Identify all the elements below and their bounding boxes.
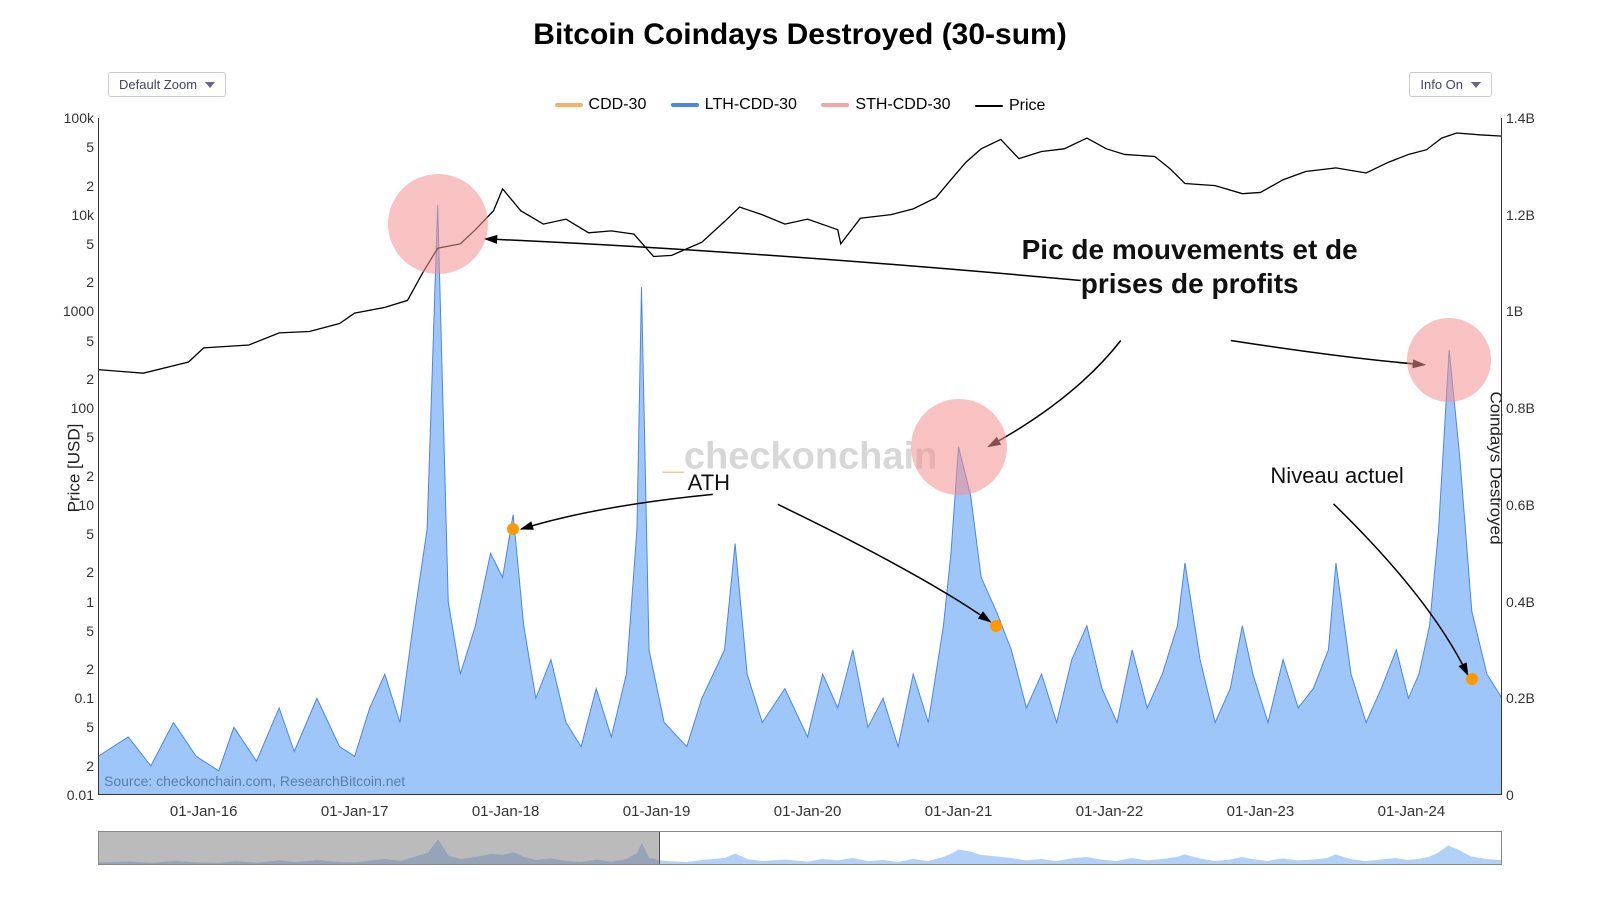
x-axis-line (98, 794, 1502, 795)
chevron-down-icon (1471, 82, 1481, 88)
x-axis: 01-Jan-1601-Jan-1701-Jan-1801-Jan-1901-J… (98, 803, 1502, 825)
annotation-main: Pic de mouvements et de prises de profit… (990, 233, 1390, 300)
annotation-current: Niveau actuel (1270, 463, 1403, 489)
plot-area: _checkonchain Pic de mouvements et de pr… (98, 118, 1502, 795)
legend: CDD-30 LTH-CDD-30 STH-CDD-30 Price (50, 94, 1550, 115)
legend-item[interactable]: Price (975, 97, 1045, 115)
marker-dot (1466, 673, 1478, 685)
marker-dot (507, 523, 519, 535)
marker-dot (990, 620, 1002, 632)
chevron-down-icon (205, 82, 215, 88)
legend-item[interactable]: STH-CDD-30 (821, 96, 950, 114)
source-text: Source: checkonchain.com, ResearchBitcoi… (104, 773, 405, 789)
y-left-axis: 100k5210k521000521005210521520.1520.01 (50, 118, 98, 795)
chart-container: Default Zoom Info On CDD-30 LTH-CDD-30 S… (50, 70, 1550, 865)
y-right-axis: 1.4B1.2B1B0.8B0.6B0.4B0.2B0 (1502, 118, 1550, 795)
y-right-line (1501, 118, 1502, 795)
annotation-ath: ATH (688, 470, 730, 496)
range-slider[interactable] (98, 831, 1502, 865)
info-dropdown-label: Info On (1420, 77, 1463, 92)
plot-svg (98, 118, 1502, 795)
range-handle[interactable] (99, 832, 660, 864)
legend-item[interactable]: CDD-30 (555, 96, 647, 114)
chart-title: Bitcoin Coindays Destroyed (30-sum) (0, 0, 1600, 52)
legend-item[interactable]: LTH-CDD-30 (671, 96, 797, 114)
y-left-line (98, 118, 99, 795)
zoom-dropdown-label: Default Zoom (119, 77, 197, 92)
